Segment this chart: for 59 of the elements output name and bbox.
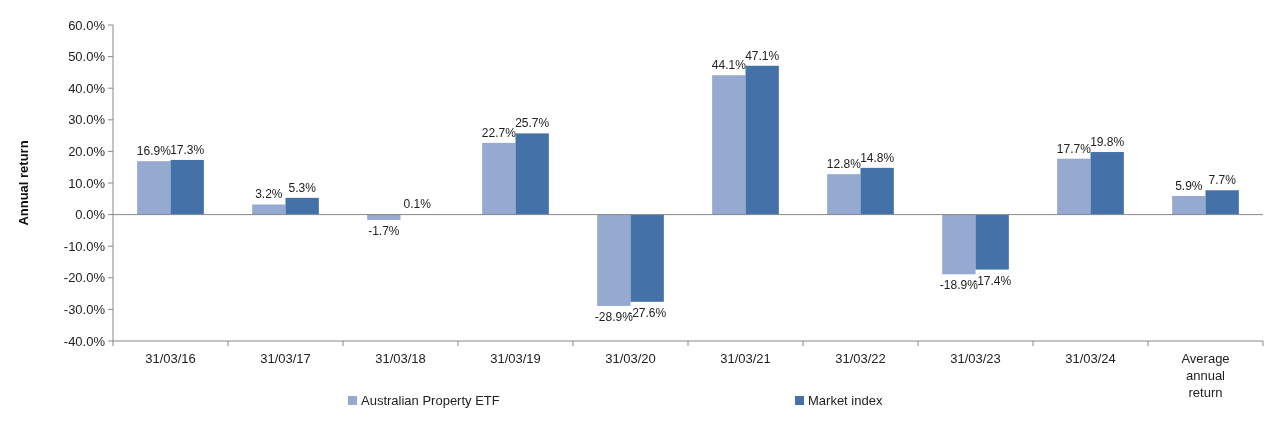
y-tick-label: 0.0%	[75, 207, 106, 223]
x-tick-label: 31/03/23	[950, 351, 1001, 366]
bar	[1172, 195, 1206, 215]
legend-label: Market index	[808, 393, 883, 408]
data-label: -1.7%	[368, 223, 400, 238]
bar	[285, 197, 319, 215]
data-label: 19.8%	[1090, 135, 1125, 150]
legend-label: Australian Property ETF	[361, 393, 500, 408]
bar	[860, 167, 894, 215]
y-tick-label: -30.0%	[63, 301, 106, 317]
x-tick-label: 31/03/17	[260, 351, 311, 366]
x-tick-label: 31/03/20	[605, 351, 656, 366]
data-label: 14.8%	[860, 150, 895, 165]
bar	[630, 214, 664, 302]
x-tick-label: 31/03/24	[1065, 351, 1116, 366]
data-label: 3.2%	[255, 187, 283, 202]
x-tick-label: 31/03/22	[835, 351, 886, 366]
y-tick-label: -20.0%	[63, 270, 106, 286]
data-label: 7.7%	[1208, 173, 1237, 188]
data-label: 47.1%	[745, 48, 780, 63]
bar	[170, 159, 204, 215]
data-label: 17.3%	[170, 142, 205, 157]
data-label: 12.8%	[826, 157, 862, 172]
y-tick-label: 60.0%	[68, 17, 106, 33]
data-label: 16.9%	[136, 144, 172, 159]
y-tick-label: 20.0%	[68, 143, 106, 159]
y-tick-label: 40.0%	[68, 80, 106, 96]
bar	[975, 214, 1009, 270]
bar	[1205, 190, 1239, 215]
data-label: 5.3%	[288, 180, 317, 195]
bar	[482, 142, 516, 215]
y-tick-label: -40.0%	[63, 333, 106, 349]
x-tick-label: Average annual return	[1181, 351, 1230, 400]
x-tick-label: 31/03/19	[490, 351, 541, 366]
x-tick-label: 31/03/21	[720, 351, 771, 366]
bar	[1090, 152, 1124, 215]
y-axis-title: Annual return	[16, 140, 31, 226]
data-label: 44.1%	[711, 58, 747, 73]
bar	[942, 214, 976, 275]
data-label: 25.7%	[515, 116, 550, 131]
bar	[827, 174, 861, 215]
bar	[252, 204, 286, 215]
bar	[712, 75, 746, 215]
y-tick-label: -10.0%	[63, 238, 106, 254]
bar	[515, 133, 549, 215]
y-tick-label: 30.0%	[68, 112, 106, 128]
bar	[597, 214, 631, 306]
bar	[745, 65, 779, 215]
y-tick-label: 50.0%	[68, 49, 106, 65]
bar	[137, 161, 171, 215]
data-label: 0.1%	[403, 197, 432, 212]
data-label: 22.7%	[481, 125, 517, 140]
bar	[1057, 158, 1091, 215]
data-label: 5.9%	[1175, 178, 1203, 193]
x-tick-label: 31/03/18	[375, 351, 426, 366]
data-label: 17.7%	[1056, 141, 1092, 156]
bar	[367, 214, 401, 220]
x-tick-label: 31/03/16	[145, 351, 196, 366]
y-tick-label: 10.0%	[68, 175, 106, 191]
